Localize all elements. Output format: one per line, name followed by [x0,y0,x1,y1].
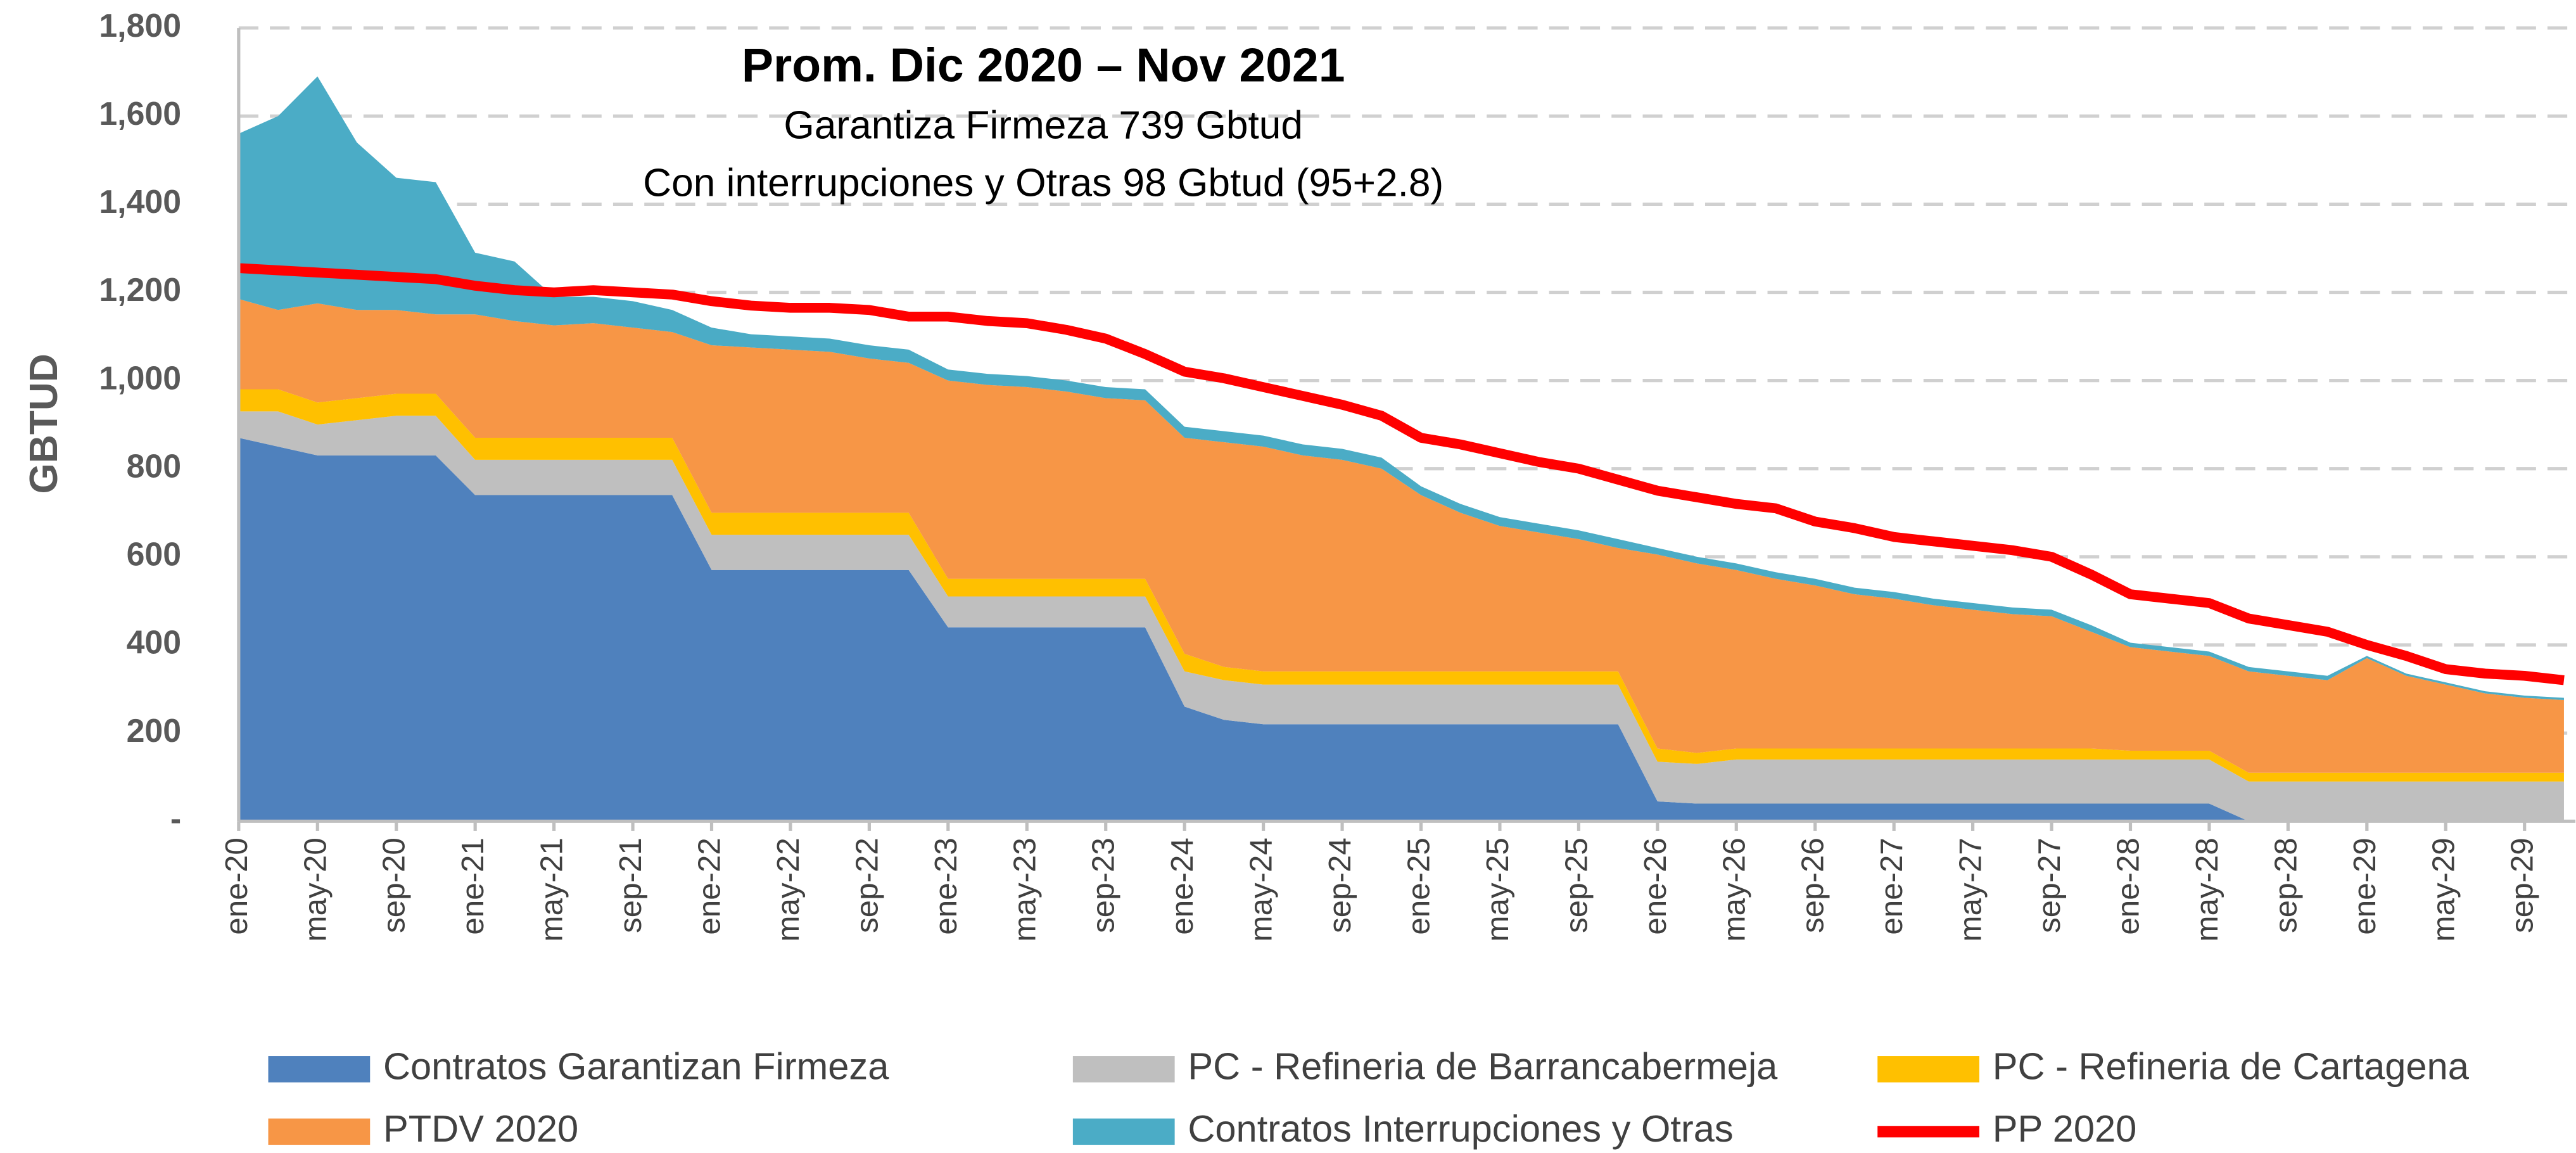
legend-swatch [1877,1056,1979,1083]
x-tick-label: ene-27 [1874,838,1909,934]
x-tick-label: may-29 [2426,838,2461,941]
x-tick-label: may-20 [298,838,333,941]
legend-swatch [268,1056,371,1083]
legend-label: PC - Refineria de Cartagena [1993,1045,2470,1088]
x-tick-label: ene-26 [1638,838,1673,934]
x-tick-label: sep-21 [613,838,648,933]
y-tick-label: 600 [127,536,182,573]
legend-label: PC - Refineria de Barrancabermeja [1188,1045,1778,1088]
x-tick-label: ene-28 [2111,838,2146,934]
x-tick-label: ene-23 [929,838,963,934]
x-tick-label: sep-27 [2032,838,2067,933]
x-tick-label: sep-29 [2505,838,2540,933]
x-tick-label: may-27 [1953,838,1988,941]
chart-subtitle: Garantiza Firmeza 739 Gbtud [784,104,1303,148]
legend-swatch [1072,1118,1175,1145]
x-tick-label: sep-26 [1796,838,1830,933]
legend-swatch [268,1118,371,1145]
y-tick-label: 1,400 [99,183,181,220]
y-tick-label: 1,600 [99,95,181,132]
y-tick-label: 1,800 [99,7,181,44]
x-tick-label: may-24 [1244,838,1279,941]
x-tick-label: sep-22 [849,838,884,933]
x-tick-label: sep-24 [1323,838,1357,933]
x-tick-label: ene-21 [455,838,490,934]
x-tick-label: may-22 [771,838,806,941]
y-tick-label: 1,000 [99,359,181,396]
chart-subtitle: Con interrupciones y Otras 98 Gbtud (95+… [643,161,1443,205]
x-tick-label: ene-24 [1165,838,1200,934]
legend-swatch [1072,1056,1175,1083]
x-tick-label: may-21 [535,838,569,941]
x-tick-label: ene-22 [692,838,727,934]
x-tick-label: may-23 [1007,838,1042,941]
x-tick-label: sep-28 [2268,838,2303,933]
plot-area [238,26,2576,822]
y-tick-label: 800 [127,447,182,484]
y-tick-label: 1,200 [99,271,181,308]
y-tick-label: 400 [127,624,182,661]
area [238,298,2564,773]
x-tick-label: sep-25 [1559,838,1594,933]
x-tick-label: ene-25 [1402,838,1437,934]
x-tick-label: ene-29 [2347,838,2382,934]
y-tick-label: 200 [127,712,182,749]
legend-label: Contratos Garantizan Firmeza [383,1045,889,1088]
x-tick-label: ene-20 [219,838,254,934]
area [238,438,2564,822]
x-tick-label: sep-23 [1086,838,1121,933]
legend-label: PTDV 2020 [383,1107,578,1150]
legend-label: Contratos Interrupciones y Otras [1188,1107,1733,1150]
x-tick-label: may-26 [1716,838,1751,941]
chart-title: Prom. Dic 2020 – Nov 2021 [742,39,1345,92]
x-tick-label: may-28 [2190,838,2224,941]
x-tick-label: sep-20 [377,838,412,933]
y-tick-label: - [170,800,181,837]
line [238,263,2565,685]
x-tick-label: may-25 [1480,838,1515,941]
y-axis-label: GBTUD [22,354,66,494]
legend-label: PP 2020 [1993,1107,2137,1150]
